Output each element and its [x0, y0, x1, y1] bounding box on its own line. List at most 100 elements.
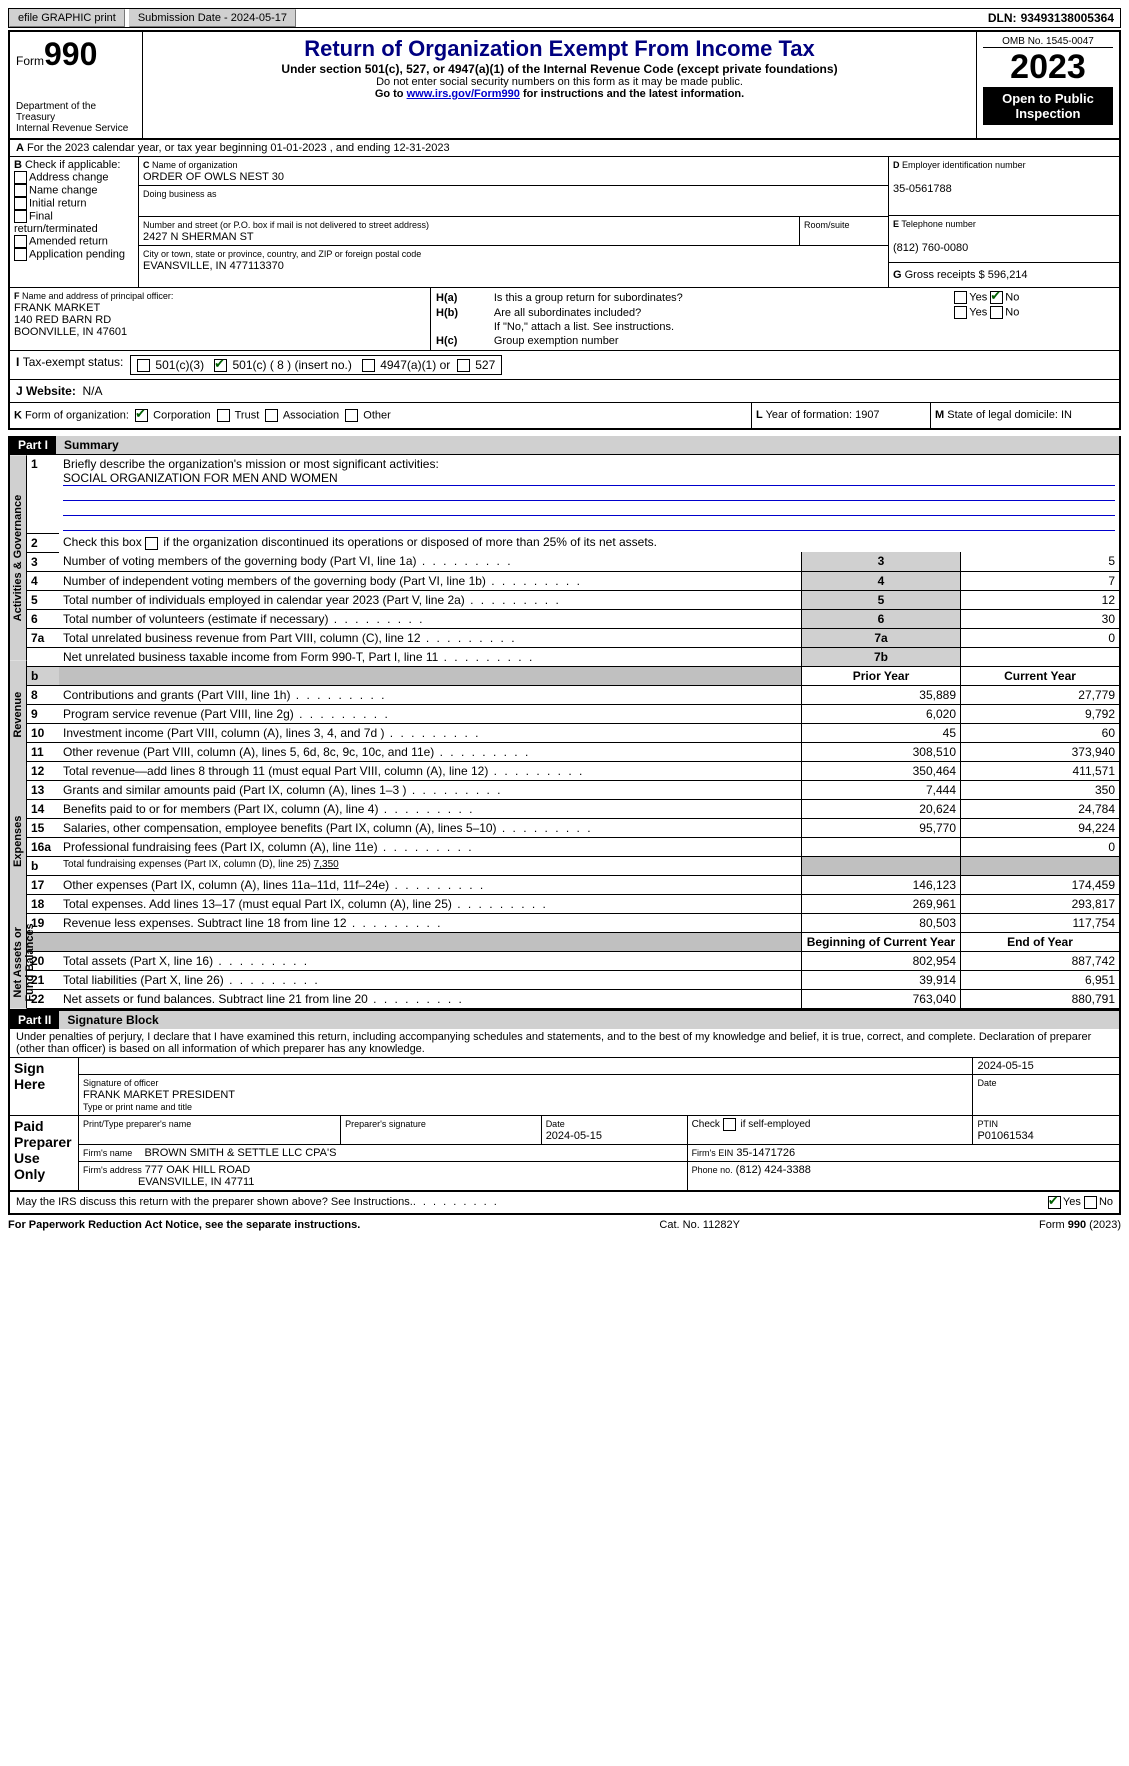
part2-label: Part II: [10, 1011, 59, 1029]
line-a-tax-year: A For the 2023 calendar year, or tax yea…: [8, 140, 1121, 157]
l1-label: Briefly describe the organization's miss…: [63, 457, 439, 471]
cb-initial-return[interactable]: [14, 197, 27, 210]
row-text: Total expenses. Add lines 13–17 (must eq…: [63, 897, 548, 911]
row-text: Net assets or fund balances. Subtract li…: [63, 992, 464, 1006]
ha-no: No: [1005, 291, 1019, 303]
row-prior: 269,961: [802, 894, 961, 913]
sig-officer-label: Signature of officer: [83, 1078, 158, 1088]
cb-ha-no[interactable]: [990, 291, 1003, 304]
discuss-text: May the IRS discuss this return with the…: [16, 1196, 413, 1209]
opt-other: Other: [363, 410, 391, 422]
cb-application-pending[interactable]: [14, 248, 27, 261]
cb-discuss-yes[interactable]: [1048, 1196, 1061, 1209]
hb-yes: Yes: [969, 306, 987, 318]
row-text: Contributions and grants (Part VIII, lin…: [63, 688, 386, 702]
opt-name-change: Name change: [29, 184, 98, 196]
tab-revenue: Revenue: [10, 661, 27, 768]
cb-hb-yes[interactable]: [954, 306, 967, 319]
section-i: I Tax-exempt status: 501(c)(3) 501(c) ( …: [8, 350, 1121, 379]
row-val: 0: [961, 628, 1120, 647]
l16b-value: 7,350: [314, 859, 339, 870]
cb-trust[interactable]: [217, 409, 230, 422]
form-990-footer: Form 990 (2023): [1039, 1219, 1121, 1231]
part2-header: Part II Signature Block: [8, 1011, 1121, 1029]
ptin-label: PTIN: [977, 1119, 998, 1129]
cb-amended-return[interactable]: [14, 235, 27, 248]
tab-activities-governance: Activities & Governance: [10, 455, 27, 660]
cb-501c3[interactable]: [137, 359, 150, 372]
row-text: Number of voting members of the governin…: [63, 554, 513, 568]
firm-ein: 35-1471726: [736, 1147, 795, 1159]
form-title: Return of Organization Exempt From Incom…: [149, 36, 970, 62]
row-current: 350: [961, 780, 1120, 799]
cat-no: Cat. No. 11282Y: [659, 1219, 740, 1231]
row-val: 7: [961, 571, 1120, 590]
b-label: Check if applicable:: [25, 159, 120, 171]
section-bcdeg: B Check if applicable: Address change Na…: [8, 157, 1121, 287]
dba-label: Doing business as: [143, 189, 217, 199]
f-officer-label: Name and address of principal officer:: [22, 291, 173, 301]
submission-date-button[interactable]: Submission Date - 2024-05-17: [129, 9, 296, 27]
section-j: J Website: N/A: [8, 379, 1121, 403]
cb-association[interactable]: [265, 409, 278, 422]
summary-table: 1 Briefly describe the organization's mi…: [27, 455, 1119, 1009]
self-employed-label: Check if self-employed: [692, 1119, 811, 1130]
cb-hb-no[interactable]: [990, 306, 1003, 319]
efile-print-button[interactable]: efile GRAPHIC print: [9, 9, 125, 27]
row-text: Grants and similar amounts paid (Part IX…: [63, 783, 503, 797]
k-label: Form of organization:: [25, 410, 129, 422]
cb-4947[interactable]: [362, 359, 375, 372]
cb-ha-yes[interactable]: [954, 291, 967, 304]
opt-corporation: Corporation: [153, 410, 210, 422]
cb-discontinued[interactable]: [145, 537, 158, 550]
firm-addr1: 777 OAK HILL ROAD: [145, 1164, 250, 1176]
row-current: 293,817: [961, 894, 1120, 913]
cb-other[interactable]: [345, 409, 358, 422]
cb-self-employed[interactable]: [723, 1118, 736, 1131]
row-box: 7b: [802, 647, 961, 666]
row-current: 94,224: [961, 818, 1120, 837]
m-label: State of legal domicile:: [947, 409, 1058, 421]
col-beginning-year: Beginning of Current Year: [802, 932, 961, 951]
officer-addr2: BOONVILLE, IN 47601: [14, 326, 127, 338]
tab-expenses: Expenses: [10, 767, 27, 916]
part2-title: Signature Block: [59, 1011, 1119, 1029]
col-current-year: Current Year: [961, 666, 1120, 685]
gross-receipts-value: 596,214: [988, 269, 1028, 281]
row-current: 6,951: [961, 970, 1120, 989]
row-box: 7a: [802, 628, 961, 647]
row-current: 9,792: [961, 704, 1120, 723]
cb-501c[interactable]: [214, 359, 227, 372]
discuss-no: No: [1099, 1196, 1113, 1209]
row-text: Number of independent voting members of …: [63, 574, 582, 588]
row-box: 5: [802, 590, 961, 609]
ha-yes: Yes: [969, 291, 987, 303]
row-current: 373,940: [961, 742, 1120, 761]
row-text: Total revenue—add lines 8 through 11 (mu…: [63, 764, 584, 778]
form-header-box: Form990 Department of the Treasury Inter…: [8, 30, 1121, 140]
row-text: Total unrelated business revenue from Pa…: [63, 631, 517, 645]
cb-address-change[interactable]: [14, 171, 27, 184]
cb-corporation[interactable]: [135, 409, 148, 422]
cb-name-change[interactable]: [14, 184, 27, 197]
row-val: 30: [961, 609, 1120, 628]
cb-final-return[interactable]: [14, 210, 27, 223]
row-prior: 802,954: [802, 951, 961, 970]
hb-no: No: [1005, 306, 1019, 318]
opt-application-pending: Application pending: [29, 248, 125, 260]
row-prior: 146,123: [802, 875, 961, 894]
org-name: ORDER OF OWLS NEST 30: [143, 171, 284, 183]
declaration-text: Under penalties of perjury, I declare th…: [8, 1029, 1121, 1057]
row-text: Professional fundraising fees (Part IX, …: [63, 840, 474, 854]
row-prior: 39,914: [802, 970, 961, 989]
row-box: 6: [802, 609, 961, 628]
row-text: Investment income (Part VIII, column (A)…: [63, 726, 480, 740]
row-prior: 45: [802, 723, 961, 742]
c-name-label: Name of organization: [152, 160, 238, 170]
cb-discuss-no[interactable]: [1084, 1196, 1097, 1209]
cb-527[interactable]: [457, 359, 470, 372]
form990-link[interactable]: www.irs.gov/Form990: [407, 88, 520, 100]
tab-net-assets: Net Assets or Fund Balances: [10, 916, 27, 1009]
e-phone-label: Telephone number: [901, 219, 976, 229]
ein-value: 35-0561788: [893, 183, 952, 195]
